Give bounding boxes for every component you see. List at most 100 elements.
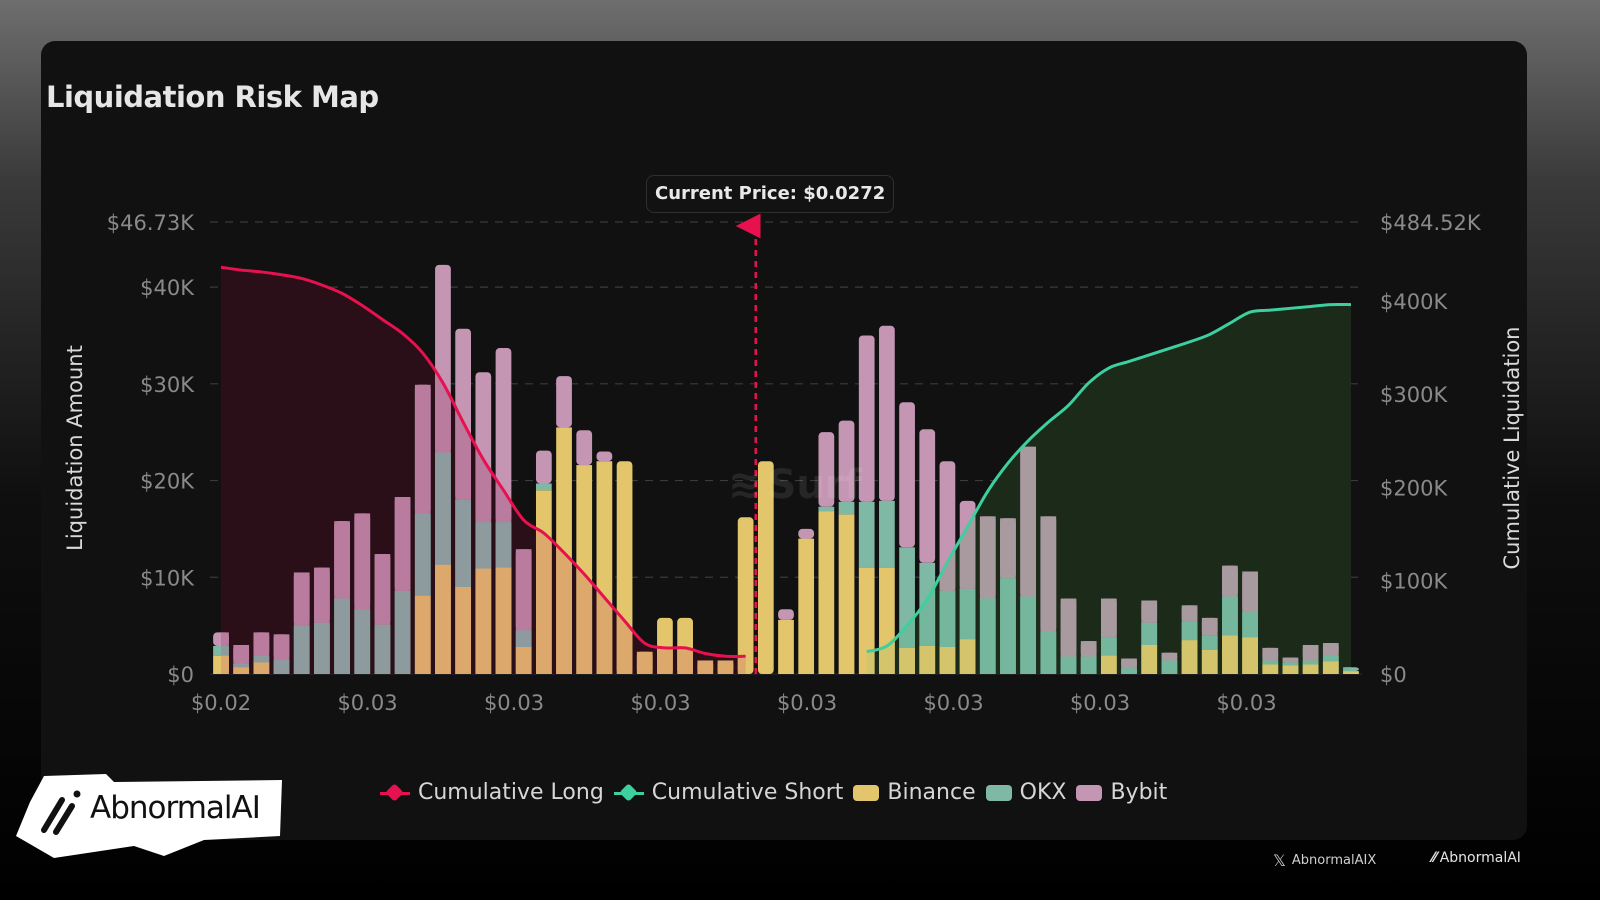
bar-segment-tinted (354, 609, 371, 674)
bar-segment-tinted (1282, 665, 1299, 674)
bar-segment-bybit (899, 402, 915, 548)
bar-stack[interactable] (798, 528, 815, 674)
bar-stack[interactable] (778, 609, 794, 674)
bar-segment-tinted (233, 663, 250, 668)
bar-segment-bybit (798, 528, 815, 539)
bar-segment-tinted (899, 647, 915, 674)
y2-tick-label: $200K (1380, 476, 1448, 500)
bar-segment-tinted (334, 521, 350, 599)
bar-segment-tinted (1282, 662, 1299, 666)
bar-segment-tinted (1181, 605, 1198, 622)
bar-segment-bybit (838, 420, 855, 502)
x-tick-label: $0.03 (1216, 691, 1276, 715)
cumulative-lines (220, 265, 1352, 658)
bar-segment-tinted (1262, 660, 1279, 665)
bar-segment-tinted (515, 646, 532, 674)
bar-stack[interactable] (757, 461, 774, 674)
legend-item-cumulative-short[interactable]: Cumulative Short (613, 780, 843, 805)
bar-segment-tinted (1343, 667, 1351, 672)
bar-segment-bybit (778, 609, 794, 620)
bar-segment-tinted (221, 655, 229, 674)
bar-segment-tinted (414, 595, 431, 674)
bar-segment-tinted (1040, 631, 1057, 674)
bar-segment-tinted (1100, 655, 1117, 674)
bar-segment-tinted (1181, 621, 1198, 641)
bar-segment-tinted (455, 499, 472, 587)
bar-segment-binance (798, 538, 815, 674)
bar-segment-tinted (233, 667, 250, 674)
bar-segment-tinted (1262, 647, 1279, 661)
bar-segment-tinted (1201, 635, 1218, 650)
bar-segment-tinted (334, 598, 350, 674)
bar-segment-tinted (959, 588, 976, 640)
y-tick-label: $0 (167, 663, 194, 687)
bar-segment-tinted (435, 452, 451, 565)
legend-item-binance[interactable]: Binance (853, 780, 976, 805)
bar-segment-tinted (475, 522, 492, 569)
bar-segment-tinted (495, 567, 512, 674)
legend-item-cumulative-long[interactable]: Cumulative Long (380, 780, 604, 805)
abnormal-logo-icon (41, 790, 81, 835)
bar-segment-binance (838, 514, 855, 674)
y-tick-label: $10K (140, 566, 195, 590)
bar-segment-tinted (939, 590, 956, 647)
bar-segment-bybit (919, 429, 936, 563)
line-diamond-icon (613, 782, 644, 802)
bar-segment-tinted (1000, 578, 1016, 674)
bar-segment-binance (737, 517, 754, 674)
bar-segment-tinted (1100, 637, 1117, 656)
bar-segment-tinted (394, 590, 411, 674)
current-price-label: Current Price: $0.0272 (646, 175, 895, 213)
bar-segment-binance (778, 619, 794, 674)
footer-handle[interactable]: 𝕏 AbnormalAIX (1273, 851, 1377, 870)
bar-segment-tinted (1222, 596, 1238, 636)
bar-segment-tinted (515, 630, 532, 647)
bar-segment-tinted (1121, 658, 1137, 669)
bar-segment-tinted (1262, 664, 1279, 674)
y-tick-label: $20K (140, 470, 195, 494)
bar-segment-tinted (1322, 655, 1339, 662)
bar-segment-tinted (414, 513, 431, 596)
y-axis-title: Liquidation Amount (63, 345, 87, 551)
x-tick-label: $0.03 (630, 691, 690, 715)
bar-stack[interactable] (818, 432, 835, 674)
bar-segment-tinted (1161, 652, 1178, 661)
bar-stack[interactable] (737, 517, 754, 674)
bar-segment-okx (818, 506, 835, 512)
bar-segment-tinted (394, 496, 411, 591)
bar-segment-tinted (636, 651, 653, 674)
bar-segment-tinted (1302, 644, 1319, 661)
bar-segment-bybit (576, 430, 593, 466)
left-axis-ticks: $0 $10K $20K $30K $40K $46.73K (107, 211, 195, 687)
bar-segment-tinted (515, 549, 532, 631)
chart-title: Liquidation Risk Map (46, 80, 379, 114)
bar-segment-tinted (221, 645, 229, 656)
y2-tick-label: $0 (1380, 663, 1407, 687)
bar-stack[interactable] (858, 335, 875, 674)
bar-segment-tinted (1020, 446, 1037, 597)
bar-segment-tinted (1222, 565, 1238, 597)
bar-segment-tinted (233, 644, 250, 664)
y2-tick-label: $300K (1380, 383, 1448, 407)
bar-segment-okx (838, 501, 855, 515)
square-icon (1076, 784, 1103, 801)
y2-tick-label: $100K (1380, 570, 1448, 594)
bar-stack[interactable] (879, 325, 895, 674)
chart-legend: Cumulative Long Cumulative Short Binance… (380, 780, 1167, 805)
bar-stack[interactable] (838, 420, 855, 674)
y-tick-label: $30K (140, 373, 195, 397)
bar-segment-okx (535, 483, 552, 491)
bar-segment-tinted (1000, 518, 1016, 579)
right-axis-ticks: $0 $100K $200K $300K $400K $484.52K (1380, 211, 1482, 687)
bar-segment-tinted (939, 646, 956, 674)
brand-badge (16, 774, 282, 858)
waves-icon: ≋ (728, 462, 762, 508)
legend-item-okx[interactable]: OKX (985, 780, 1066, 805)
bar-segment-bybit (858, 335, 875, 502)
bar-segment-bybit (495, 348, 512, 523)
bar-segment-tinted (1141, 622, 1158, 645)
bar-segment-tinted (314, 567, 330, 623)
legend-item-bybit[interactable]: Bybit (1076, 780, 1167, 805)
bar-segment-tinted (1060, 656, 1077, 674)
cumulative-long-line (220, 265, 746, 658)
